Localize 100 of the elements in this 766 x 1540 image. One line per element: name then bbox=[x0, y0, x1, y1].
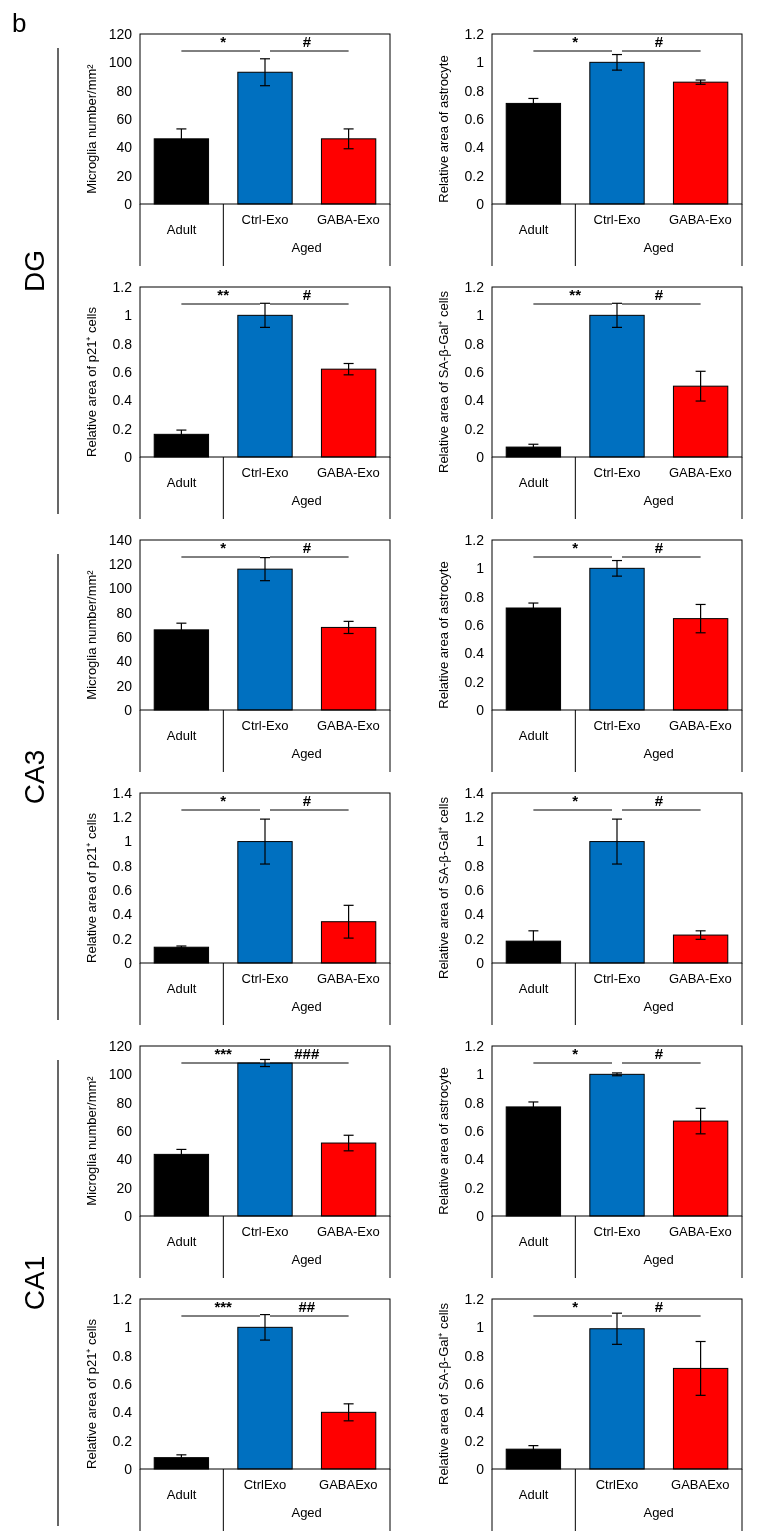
x-tick-label: Adult bbox=[166, 1234, 197, 1249]
y-tick-label: 1.2 bbox=[464, 278, 485, 295]
y-tick-label: 0.6 bbox=[464, 1375, 485, 1392]
x-tick-label: Ctrl-Exo bbox=[241, 971, 289, 986]
y-tick-label: 0 bbox=[476, 195, 485, 212]
y-tick-label: 0.8 bbox=[464, 335, 485, 352]
y-tick-label: 0.6 bbox=[464, 882, 485, 899]
x-tick-label: GABA-Exo bbox=[316, 1224, 380, 1239]
annotation: *** bbox=[214, 1045, 233, 1062]
y-tick-label: 1.4 bbox=[464, 784, 485, 801]
x-tick-label: Adult bbox=[518, 475, 549, 490]
y-tick-label: 120 bbox=[108, 25, 133, 42]
annotation: # bbox=[302, 792, 312, 809]
y-tick-label: 0.4 bbox=[112, 392, 133, 409]
y-tick-label: 0.8 bbox=[464, 1347, 485, 1364]
y-axis-title: Microglia number/mm² bbox=[84, 63, 99, 194]
y-tick-label: 0 bbox=[124, 954, 133, 971]
text: CA3 bbox=[19, 749, 50, 805]
x-tick-label: Adult bbox=[166, 475, 197, 490]
y-tick-label: 1 bbox=[476, 307, 485, 324]
y-tick-label: 0 bbox=[124, 195, 133, 212]
y-tick-label: 1.2 bbox=[112, 278, 133, 295]
y-tick-label: 20 bbox=[116, 677, 133, 694]
annotation: # bbox=[302, 539, 312, 556]
y-tick-label: 1 bbox=[476, 833, 485, 850]
x-tick-label: GABA-Exo bbox=[668, 971, 732, 986]
y-tick-label: 0 bbox=[476, 1207, 485, 1224]
annotation: *** bbox=[214, 1298, 233, 1315]
y-tick-label: 20 bbox=[116, 1179, 133, 1196]
y-tick-label: 60 bbox=[116, 1122, 133, 1139]
annotation: # bbox=[302, 33, 312, 50]
annotation: # bbox=[654, 539, 664, 556]
x-axis-title: Aged bbox=[291, 999, 322, 1014]
y-tick-label: 0 bbox=[124, 701, 133, 718]
y-tick-label: 0.8 bbox=[464, 588, 485, 605]
y-axis-title: Relative area of p21⁺ cells bbox=[84, 812, 99, 963]
text: DG bbox=[19, 250, 50, 292]
x-axis-title: Aged bbox=[291, 1505, 322, 1520]
annotation: * bbox=[572, 1045, 579, 1062]
y-tick-label: 0.2 bbox=[112, 930, 133, 947]
y-axis-title: Relative area of astrocyte bbox=[436, 561, 451, 709]
y-tick-label: 0.6 bbox=[464, 363, 485, 380]
y-tick-label: 0.4 bbox=[464, 139, 485, 156]
y-axis-title: Relative area of astrocyte bbox=[436, 1067, 451, 1215]
annotation: ** bbox=[217, 286, 230, 303]
y-tick-label: 0.4 bbox=[464, 1151, 485, 1168]
y-axis-title: Relative area of SA-β-Gal⁺ cells bbox=[436, 290, 451, 473]
y-tick-label: 20 bbox=[116, 167, 133, 184]
annotation: # bbox=[654, 1298, 664, 1315]
y-tick-label: 0 bbox=[124, 448, 133, 465]
chart-title: b bbox=[12, 8, 27, 38]
x-tick-label: Adult bbox=[518, 222, 549, 237]
y-axis-title: Microglia number/mm² bbox=[84, 569, 99, 700]
y-tick-label: 0.2 bbox=[464, 1179, 485, 1196]
y-tick-label: 1.2 bbox=[464, 1037, 485, 1054]
y-tick-label: 0 bbox=[124, 1207, 133, 1224]
annotation: # bbox=[654, 1045, 664, 1062]
x-tick-label: GABA-Exo bbox=[316, 971, 380, 986]
y-tick-label: 0.2 bbox=[464, 167, 485, 184]
y-axis-title: Relative area of SA-β-Gal⁺ cells bbox=[436, 796, 451, 979]
y-tick-label: 0.2 bbox=[464, 1432, 485, 1449]
y-tick-label: 0.2 bbox=[112, 420, 133, 437]
x-tick-label: CtrlExo bbox=[243, 1477, 287, 1492]
x-tick-label: Ctrl-Exo bbox=[593, 465, 641, 480]
y-tick-label: 0.4 bbox=[112, 1404, 133, 1421]
y-tick-label: 0.6 bbox=[112, 363, 133, 380]
y-tick-label: 80 bbox=[116, 604, 133, 621]
annotation: ### bbox=[294, 1045, 320, 1062]
x-tick-label: Ctrl-Exo bbox=[593, 1224, 641, 1239]
x-tick-label: GABAExo bbox=[671, 1477, 730, 1492]
annotation: # bbox=[302, 286, 312, 303]
y-tick-label: 80 bbox=[116, 1094, 133, 1111]
y-tick-label: 0.8 bbox=[112, 1347, 133, 1364]
y-tick-label: 0.4 bbox=[464, 1404, 485, 1421]
y-tick-label: 1 bbox=[124, 1319, 133, 1336]
y-tick-label: 1.2 bbox=[464, 531, 485, 548]
x-tick-label: Adult bbox=[166, 1487, 197, 1502]
y-tick-label: 0.2 bbox=[112, 1432, 133, 1449]
y-tick-label: 0.2 bbox=[464, 673, 485, 690]
x-tick-label: Ctrl-Exo bbox=[241, 1224, 289, 1239]
x-tick-label: Ctrl-Exo bbox=[593, 212, 641, 227]
annotation: * bbox=[220, 792, 227, 809]
x-tick-label: Adult bbox=[166, 728, 197, 743]
y-tick-label: 1 bbox=[476, 1319, 485, 1336]
x-axis-title: Aged bbox=[643, 746, 674, 761]
x-axis-title: Aged bbox=[291, 240, 322, 255]
x-tick-label: Ctrl-Exo bbox=[241, 212, 289, 227]
y-tick-label: 40 bbox=[116, 1151, 133, 1168]
x-axis-title: Aged bbox=[643, 493, 674, 508]
y-tick-label: 1.2 bbox=[112, 1290, 133, 1307]
y-tick-label: 1 bbox=[476, 1066, 485, 1083]
x-tick-label: GABA-Exo bbox=[668, 1224, 732, 1239]
y-tick-label: 1.2 bbox=[464, 809, 485, 826]
y-tick-label: 80 bbox=[116, 82, 133, 99]
y-tick-label: 0.6 bbox=[464, 110, 485, 127]
x-tick-label: GABA-Exo bbox=[668, 465, 732, 480]
x-axis-title: Aged bbox=[643, 240, 674, 255]
x-tick-label: Adult bbox=[518, 1487, 549, 1502]
y-tick-label: 1.4 bbox=[112, 784, 133, 801]
y-tick-label: 60 bbox=[116, 629, 133, 646]
